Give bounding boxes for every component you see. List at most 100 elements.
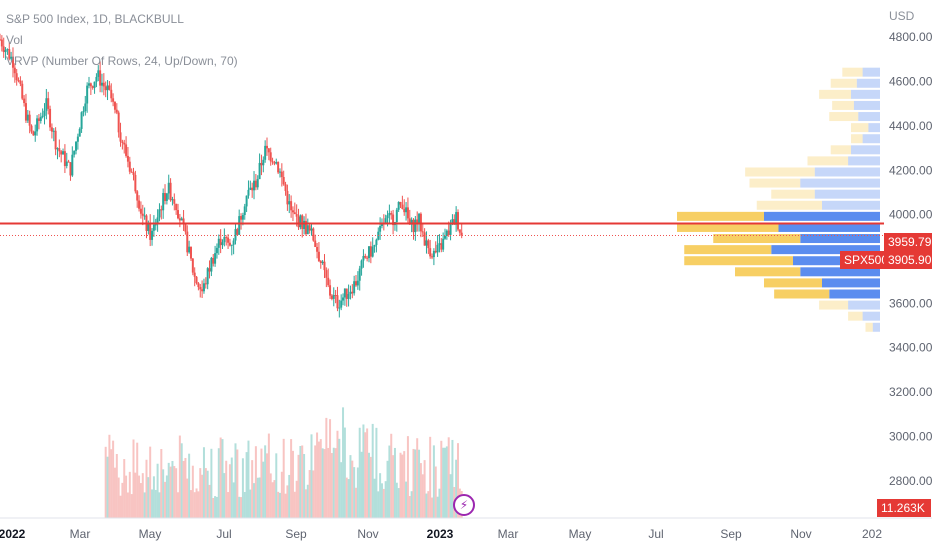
- candle-body: [178, 218, 181, 221]
- volume-bar: [126, 492, 129, 518]
- symbol-tag: SPX500: [840, 251, 888, 269]
- volume-bar: [360, 451, 363, 518]
- candle-body: [15, 73, 18, 81]
- candles: [0, 33, 463, 318]
- candle-body: [293, 212, 296, 215]
- candle-body: [288, 201, 291, 205]
- candle-body: [449, 223, 452, 235]
- volume-bar: [121, 482, 124, 518]
- lightning-bolt-icon[interactable]: ⚡: [453, 494, 475, 516]
- candle-body: [440, 243, 443, 250]
- volume-bar: [295, 480, 298, 518]
- time-axis[interactable]: 2022 Mar May Jul Sep Nov 2023 Mar May Jul Sep Nov 20…: [0, 527, 882, 541]
- volume-bar: [154, 489, 157, 518]
- vp-down-bar: [684, 245, 772, 255]
- currency-label[interactable]: USD: [889, 9, 915, 23]
- vp-up-bar: [814, 189, 880, 199]
- volume-bar: [375, 427, 378, 518]
- vp-down-bar: [865, 322, 873, 332]
- volume-bar: [110, 449, 113, 518]
- vp-up-bar: [800, 267, 880, 277]
- candle-body: [241, 215, 244, 220]
- volume-bar: [145, 459, 148, 518]
- volume-bar: [267, 433, 270, 518]
- volume-bar: [182, 460, 185, 518]
- volume-bar: [388, 445, 391, 518]
- vp-up-bar: [800, 178, 880, 188]
- vp-down-bar: [819, 89, 851, 99]
- candle-body: [188, 246, 191, 253]
- volume-bar: [393, 447, 396, 518]
- candle-body: [258, 162, 261, 180]
- candle-body: [132, 172, 135, 175]
- y-tick-label: 4800.00: [889, 30, 932, 44]
- candle-body: [267, 148, 270, 153]
- candle-body: [119, 132, 122, 142]
- volume-bar: [436, 496, 439, 518]
- candle-body: [338, 307, 341, 309]
- x-tick-label: Mar: [70, 527, 91, 541]
- candle-body: [232, 240, 235, 245]
- candle-body: [432, 250, 435, 258]
- volume-bar: [195, 488, 198, 518]
- candle-body: [151, 230, 154, 240]
- candle-body: [173, 199, 176, 204]
- volume-bar: [429, 436, 432, 518]
- candle-body: [384, 218, 387, 225]
- volume-bar: [141, 473, 144, 518]
- close-price-label: 3905.90: [884, 251, 932, 269]
- vp-up-bar: [856, 78, 880, 88]
- volume-bar: [303, 454, 306, 518]
- volume-bar: [262, 461, 265, 518]
- volume-bar: [293, 491, 296, 518]
- candle-body: [304, 220, 307, 235]
- volume-bar: [240, 497, 243, 518]
- candle-body: [60, 151, 63, 155]
- candle-body: [69, 162, 72, 176]
- vp-up-bar: [764, 211, 880, 221]
- vp-up-bar: [778, 222, 880, 232]
- candle-body: [275, 162, 278, 164]
- volume-bar: [321, 448, 324, 518]
- candle-body: [189, 246, 192, 259]
- candle-body: [32, 131, 35, 136]
- candle-body: [17, 80, 20, 82]
- volume-bar: [206, 470, 209, 518]
- candle-body: [95, 76, 98, 82]
- x-tick-label: Nov: [357, 527, 378, 541]
- volume-bar: [269, 473, 272, 518]
- candle-body: [50, 127, 53, 132]
- y-tick-label: 2800.00: [889, 474, 932, 488]
- volume-profile: [677, 67, 880, 332]
- candle-body: [290, 201, 293, 211]
- volume-bar: [264, 445, 267, 518]
- candle-body: [308, 225, 311, 231]
- volume-bar: [184, 457, 187, 518]
- candle-body: [19, 80, 22, 84]
- candle-body: [93, 81, 96, 88]
- volume-bar: [451, 439, 454, 518]
- candle-body: [282, 176, 285, 185]
- volume-bar: [234, 443, 237, 518]
- volume-bar: [377, 491, 380, 518]
- legend-volume[interactable]: Vol: [6, 33, 23, 47]
- legend-symbol[interactable]: S&P 500 Index, 1D, BLACKBULL: [6, 12, 184, 26]
- volume-bar: [310, 434, 313, 518]
- candle-body: [54, 130, 57, 150]
- candle-body: [80, 112, 83, 129]
- candle-body: [108, 85, 111, 90]
- legend-vrvp[interactable]: VRVP (Number Of Rows, 24, Up/Down, 70): [6, 54, 238, 68]
- volume-bar: [366, 428, 369, 518]
- volume-bar: [406, 436, 409, 518]
- candle-body: [397, 201, 400, 210]
- vp-down-bar: [851, 134, 863, 144]
- candle-body: [104, 86, 107, 91]
- candle-body: [191, 258, 194, 273]
- vp-down-bar: [749, 178, 801, 188]
- volume-bar: [251, 460, 254, 518]
- candle-body: [115, 109, 118, 113]
- x-tick-label: Nov: [790, 527, 811, 541]
- volume-bar: [442, 447, 445, 518]
- volume-bar: [134, 472, 137, 518]
